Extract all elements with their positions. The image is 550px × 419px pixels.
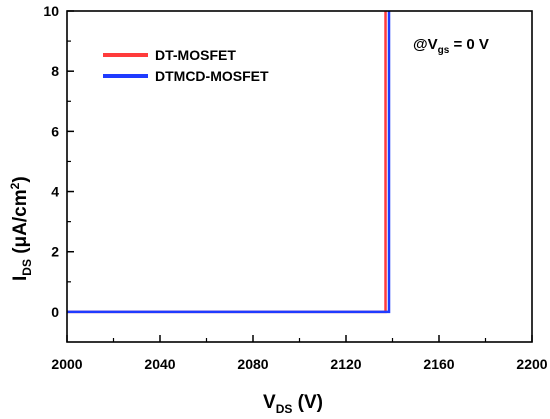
x-axis-title: VDS (V)	[263, 392, 323, 416]
y-axis-title-sup: 2	[8, 182, 22, 189]
annotation-prefix: @V	[413, 36, 438, 53]
plot-frame	[66, 10, 533, 343]
y-tick-label: 8	[51, 63, 59, 79]
x-tick-label: 2080	[237, 356, 268, 372]
x-tick-label: 2040	[144, 356, 175, 372]
legend-label-dtmcd-mosfet: DTMCD-MOSFET	[155, 68, 269, 84]
y-tick-label: 4	[51, 184, 59, 200]
x-tick-label: 2120	[330, 356, 361, 372]
axis-ticks	[66, 10, 533, 342]
x-axis-title-main: V	[263, 392, 276, 413]
y-axis-title-unit: (μA/cm	[10, 189, 31, 259]
legend-label-dt-mosfet: DT-MOSFET	[155, 47, 236, 63]
y-tick-label: 6	[51, 123, 59, 139]
y-axis-title: IDS (μA/cm2)	[8, 176, 34, 281]
y-tick-label: 10	[43, 3, 59, 19]
y-tick-label: 2	[51, 244, 59, 260]
annotation-suffix: = 0 V	[449, 36, 489, 53]
annotation-sub: gs	[438, 45, 450, 56]
x-tick-labels: 2000 2040 2080 2120 2160 2200	[51, 356, 547, 372]
x-axis-title-unit: (V)	[292, 392, 323, 413]
x-tick-label: 2000	[51, 356, 82, 372]
y-tick-labels: 0 2 4 6 8 10	[43, 3, 59, 320]
y-axis-title-close: )	[10, 176, 31, 182]
x-tick-label: 2160	[423, 356, 454, 372]
series-line-dtmcd-mosfet	[67, 11, 391, 314]
legend: DT-MOSFET DTMCD-MOSFET	[103, 47, 269, 84]
y-axis-title-main: I	[10, 276, 31, 281]
annotation: @Vgs = 0 V	[413, 36, 489, 56]
series-group	[67, 11, 391, 314]
x-tick-label: 2200	[516, 356, 547, 372]
y-axis-title-sub: DS	[20, 259, 34, 276]
y-tick-label: 0	[51, 304, 59, 320]
x-axis-title-sub: DS	[276, 402, 293, 416]
